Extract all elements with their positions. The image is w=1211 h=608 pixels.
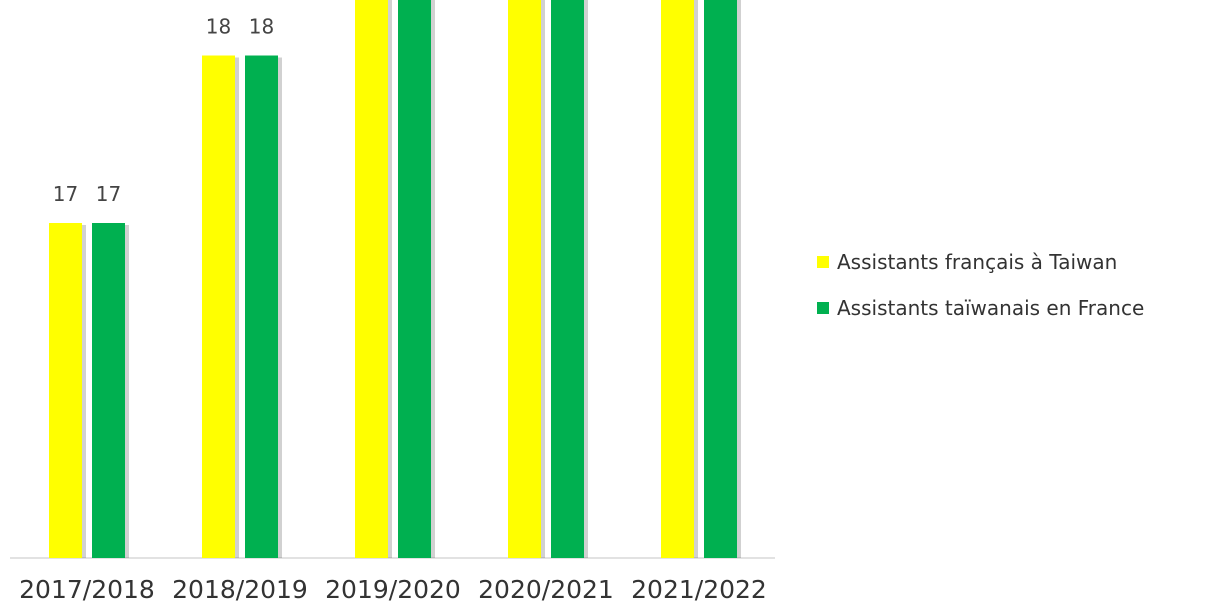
bar-series-2-2020-2021: [551, 0, 584, 558]
legend-swatch: [817, 256, 829, 268]
x-tick-label: 2017/2018: [19, 575, 155, 604]
value-labels-layer: 17171818191919191919: [53, 15, 274, 207]
x-tick-labels: 2017/2018 2018/2019 2019/2020 2020/2021 2021…: [19, 575, 767, 604]
bar-series-1-2019-2020: [355, 0, 388, 558]
x-tick-label: 2021/2022: [631, 575, 767, 604]
data-label: 17: [96, 182, 121, 206]
bar-series-1-2020-2021: [508, 0, 541, 558]
bars-layer: [49, 0, 741, 558]
x-tick-label: 2020/2021: [478, 575, 614, 604]
legend-swatch: [817, 302, 829, 314]
bar-series-1-2018-2019: [202, 55, 235, 558]
legend-entry: Assistants taïwanais en France: [837, 296, 1144, 320]
bar-series-2-2018-2019: [245, 55, 278, 558]
bar-series-2-2019-2020: [398, 0, 431, 558]
bar-series-2-2017-2018: [92, 223, 125, 558]
x-tick-label: 2018/2019: [172, 575, 308, 604]
legend-entry: Assistants français à Taiwan: [837, 250, 1117, 274]
bar-series-1-2021-2022: [661, 0, 694, 558]
bar-series-2-2021-2022: [704, 0, 737, 558]
legend: Assistants français à Taiwan Assistants t…: [817, 250, 1144, 320]
data-label: 18: [206, 15, 231, 39]
data-label: 18: [249, 15, 274, 39]
x-tick-label: 2019/2020: [325, 575, 461, 604]
bar-series-1-2017-2018: [49, 223, 82, 558]
data-label: 17: [53, 182, 78, 206]
